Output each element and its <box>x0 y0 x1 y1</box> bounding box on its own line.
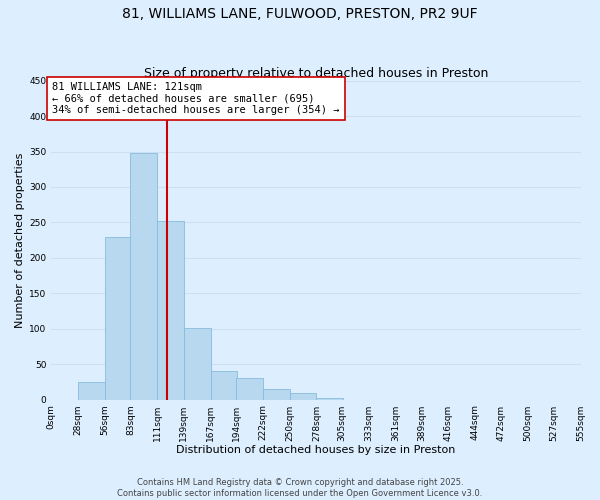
Text: 81 WILLIAMS LANE: 121sqm
← 66% of detached houses are smaller (695)
34% of semi-: 81 WILLIAMS LANE: 121sqm ← 66% of detach… <box>52 82 340 116</box>
Bar <box>236 378 263 400</box>
Bar <box>211 371 237 400</box>
Bar <box>104 236 131 400</box>
Bar <box>157 221 184 400</box>
Y-axis label: Number of detached properties: Number of detached properties <box>15 152 25 328</box>
Bar <box>78 382 104 400</box>
Bar <box>316 398 343 400</box>
Title: Size of property relative to detached houses in Preston: Size of property relative to detached ho… <box>144 66 488 80</box>
Text: 81, WILLIAMS LANE, FULWOOD, PRESTON, PR2 9UF: 81, WILLIAMS LANE, FULWOOD, PRESTON, PR2… <box>122 8 478 22</box>
Text: Contains HM Land Registry data © Crown copyright and database right 2025.
Contai: Contains HM Land Registry data © Crown c… <box>118 478 482 498</box>
Bar <box>263 389 290 400</box>
X-axis label: Distribution of detached houses by size in Preston: Distribution of detached houses by size … <box>176 445 455 455</box>
Bar <box>184 328 211 400</box>
Bar <box>130 153 157 400</box>
Bar <box>290 392 316 400</box>
